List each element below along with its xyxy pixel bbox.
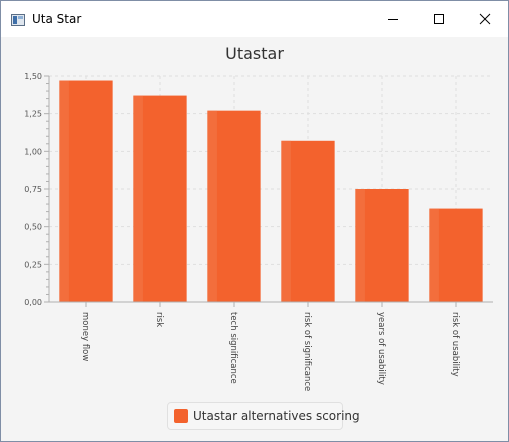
legend-swatch	[174, 409, 188, 423]
maximize-icon	[434, 14, 444, 24]
bar-highlight	[207, 110, 217, 302]
bar-highlight	[281, 140, 291, 302]
java-app-icon	[11, 13, 25, 26]
legend-label: Utastar alternatives scoring	[193, 409, 360, 423]
window-title: Uta Star	[32, 12, 82, 26]
y-tick-label: 0,00	[24, 298, 42, 307]
close-icon	[479, 13, 491, 25]
y-tick-label: 0,25	[24, 260, 42, 269]
y-tick-label: 1,00	[24, 147, 42, 156]
chart-legend: Utastar alternatives scoring	[167, 402, 360, 430]
y-tick-label: 1,50	[24, 72, 42, 81]
close-button[interactable]	[462, 1, 508, 37]
x-tick-label: risk of usability	[450, 312, 460, 377]
x-tick-label: risk of significance	[302, 312, 312, 391]
y-tick-label: 0,75	[24, 185, 42, 194]
bar-highlight	[429, 208, 439, 302]
y-tick-label: 0,50	[24, 223, 42, 232]
maximize-button[interactable]	[416, 1, 462, 37]
bar-highlight	[59, 80, 69, 303]
bar-highlight	[355, 189, 365, 302]
chart-title: Utastar	[225, 44, 284, 63]
x-tick-label: tech significance	[228, 312, 238, 384]
minimize-button[interactable]	[370, 1, 416, 37]
minimize-icon	[388, 19, 398, 20]
bar-highlight	[133, 95, 143, 302]
x-tick-label: years of usability	[376, 312, 386, 385]
y-tick-label: 1,25	[24, 110, 42, 119]
title-bar[interactable]: Uta Star	[1, 1, 508, 37]
x-tick-label: risk	[154, 312, 164, 327]
x-tick-label: money flow	[80, 312, 90, 361]
